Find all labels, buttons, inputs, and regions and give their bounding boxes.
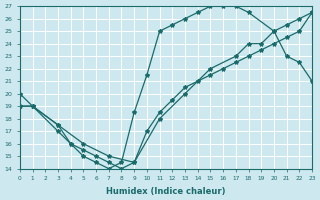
X-axis label: Humidex (Indice chaleur): Humidex (Indice chaleur) (106, 187, 226, 196)
